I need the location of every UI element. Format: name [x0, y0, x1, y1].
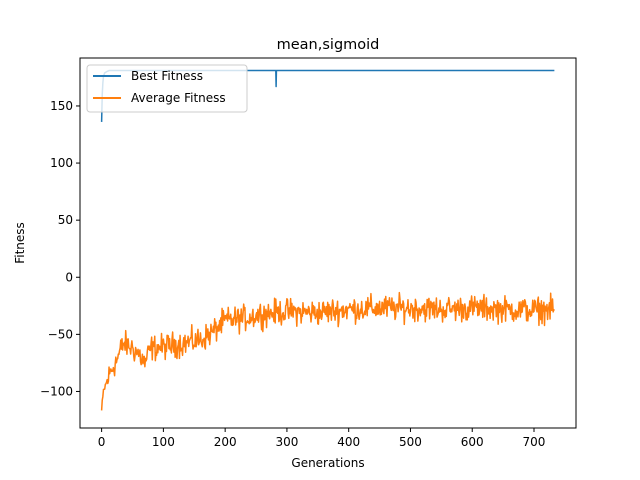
y-tick-label: 0: [65, 270, 73, 284]
y-tick-label: −50: [48, 327, 73, 341]
x-axis-title: Generations: [291, 456, 364, 470]
y-tick-label: −100: [40, 384, 73, 398]
y-axis: −100 −50 0 50 100 150: [40, 99, 80, 398]
y-axis-title: Fitness: [13, 222, 27, 264]
y-tick-label: 150: [50, 99, 73, 113]
chart-title: mean,sigmoid: [277, 37, 380, 53]
x-tick-label: 0: [98, 435, 106, 449]
x-tick-label: 700: [523, 435, 546, 449]
legend-label-best-fitness: Best Fitness: [131, 69, 203, 83]
x-tick-label: 100: [152, 435, 175, 449]
x-tick-label: 400: [337, 435, 360, 449]
x-tick-label: 300: [275, 435, 298, 449]
legend: Best Fitness Average Fitness: [86, 64, 248, 113]
x-tick-label: 600: [461, 435, 484, 449]
y-tick-label: 100: [50, 156, 73, 170]
x-tick-label: 500: [399, 435, 422, 449]
series-line-average-fitness: [100, 291, 555, 411]
plot-frame: [79, 57, 577, 429]
x-axis: 0 100 200 300 400 500 600 700: [98, 428, 546, 449]
x-tick-label: 200: [214, 435, 237, 449]
legend-box: [86, 64, 248, 113]
y-tick-label: 50: [58, 213, 73, 227]
legend-label-average-fitness: Average Fitness: [131, 91, 226, 105]
